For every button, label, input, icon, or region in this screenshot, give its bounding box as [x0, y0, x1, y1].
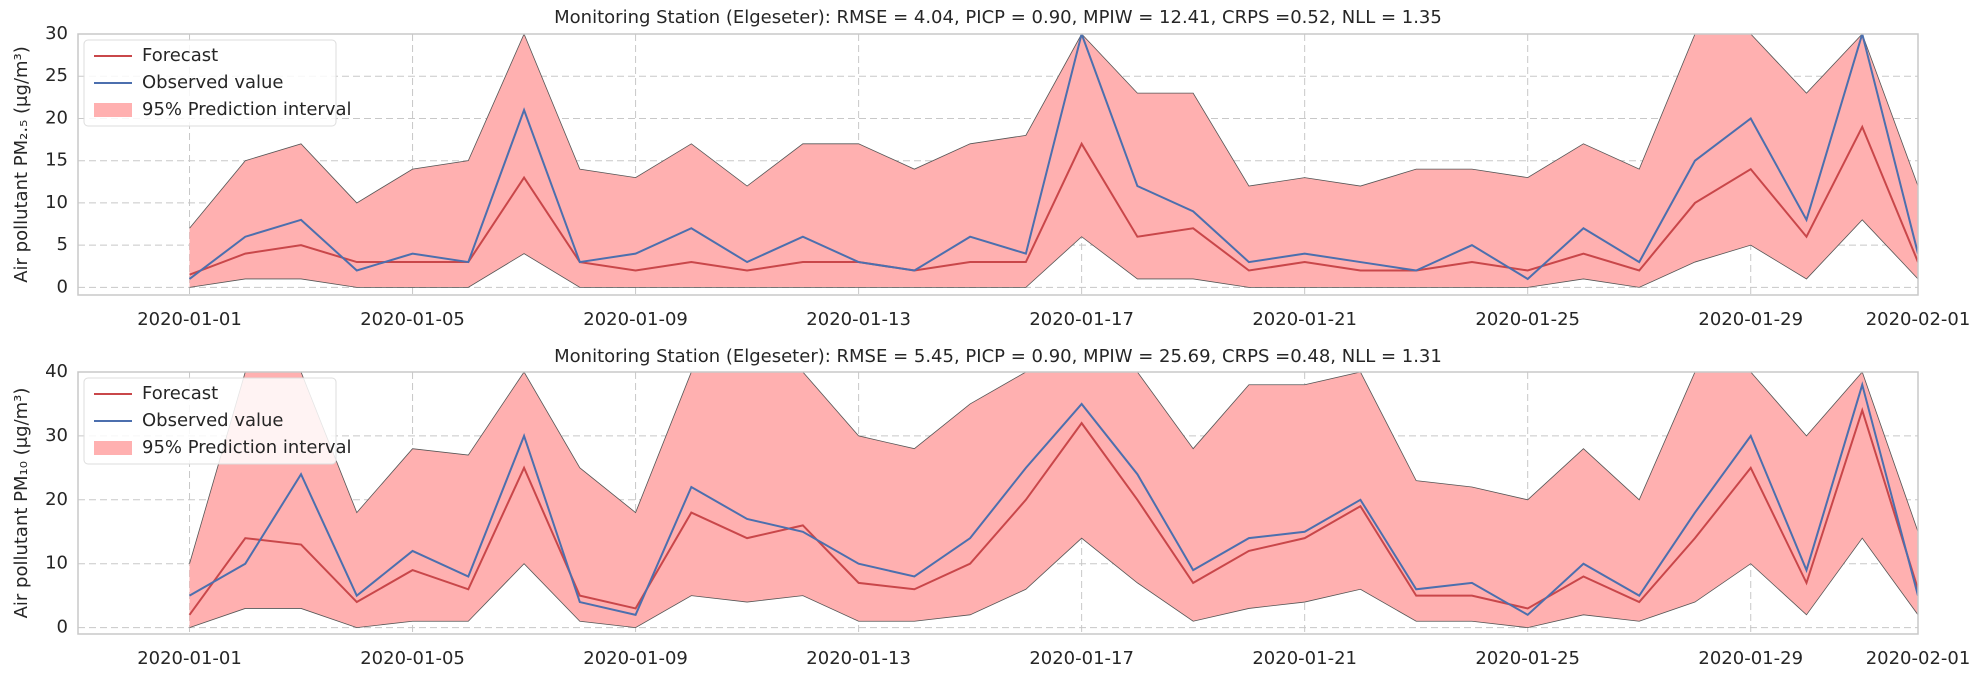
x-tick-label: 2020-01-09 — [583, 648, 688, 669]
x-tick-label: 2020-01-13 — [806, 648, 911, 669]
x-tick-label: 2020-01-29 — [1698, 648, 1803, 669]
y-tick-label: 40 — [45, 361, 68, 382]
y-tick-label: 25 — [45, 65, 68, 86]
axes-frame — [77, 33, 1919, 296]
y-axis-label: Air pollutant PM₂.₅ (μg/m³) — [11, 46, 32, 283]
legend-label: Observed value — [142, 410, 284, 431]
y-tick-label: 0 — [57, 276, 68, 297]
interval-edge — [189, 537, 1918, 629]
prediction-interval — [189, 34, 1918, 288]
y-tick-label: 30 — [45, 23, 68, 44]
y-tick-label: 0 — [57, 617, 68, 638]
y-tick-label: 20 — [45, 489, 68, 510]
legend-label: Observed value — [142, 72, 284, 93]
x-tick-label: 2020-01-05 — [360, 648, 465, 669]
legend-swatch — [94, 441, 132, 455]
legend-box — [83, 39, 337, 127]
x-tick-label: 2020-02-01 — [1866, 309, 1971, 330]
y-tick-label: 5 — [57, 234, 68, 255]
y-tick-label: 20 — [45, 107, 68, 128]
x-tick-label: 2020-01-25 — [1475, 648, 1580, 669]
x-tick-label: 2020-01-09 — [583, 309, 688, 330]
plot-area — [188, 372, 1918, 629]
series-line — [189, 381, 1918, 617]
interval-edge — [189, 372, 1918, 564]
x-tick-label: 2020-01-21 — [1252, 648, 1357, 669]
plot-area — [188, 34, 1918, 288]
legend-label: 95% Prediction interval — [142, 437, 352, 458]
y-axis-label: Air pollutant PM₁₀ (μg/m³) — [11, 388, 32, 619]
x-tick-label: 2020-02-01 — [1866, 648, 1971, 669]
x-tick-label: 2020-01-21 — [1252, 309, 1357, 330]
series-line — [189, 124, 1918, 276]
y-tick-label: 10 — [45, 553, 68, 574]
chart-title: Monitoring Station (Elgeseter): RMSE = 5… — [554, 346, 1442, 367]
legend-label: Forecast — [142, 383, 218, 404]
legend-label: Forecast — [142, 45, 218, 66]
legend-box — [83, 377, 337, 465]
x-tick-label: 2020-01-17 — [1029, 648, 1134, 669]
x-tick-label: 2020-01-01 — [137, 648, 242, 669]
prediction-interval — [189, 372, 1918, 628]
y-tick-label: 15 — [45, 150, 68, 171]
y-tick-label: 30 — [45, 425, 68, 446]
x-tick-label: 2020-01-13 — [806, 309, 911, 330]
legend-label: 95% Prediction interval — [142, 99, 352, 120]
x-tick-label: 2020-01-25 — [1475, 309, 1580, 330]
y-tick-label: 10 — [45, 192, 68, 213]
series-line — [188, 34, 1918, 281]
x-tick-label: 2020-01-29 — [1698, 309, 1803, 330]
x-tick-label: 2020-01-05 — [360, 309, 465, 330]
x-tick-label: 2020-01-01 — [137, 309, 242, 330]
legend-swatch — [94, 103, 132, 117]
interval-edge — [189, 219, 1918, 288]
x-tick-label: 2020-01-17 — [1029, 309, 1134, 330]
axes-frame — [77, 371, 1919, 635]
series-line — [188, 407, 1918, 616]
interval-edge — [189, 34, 1918, 229]
chart-title: Monitoring Station (Elgeseter): RMSE = 4… — [554, 7, 1442, 28]
